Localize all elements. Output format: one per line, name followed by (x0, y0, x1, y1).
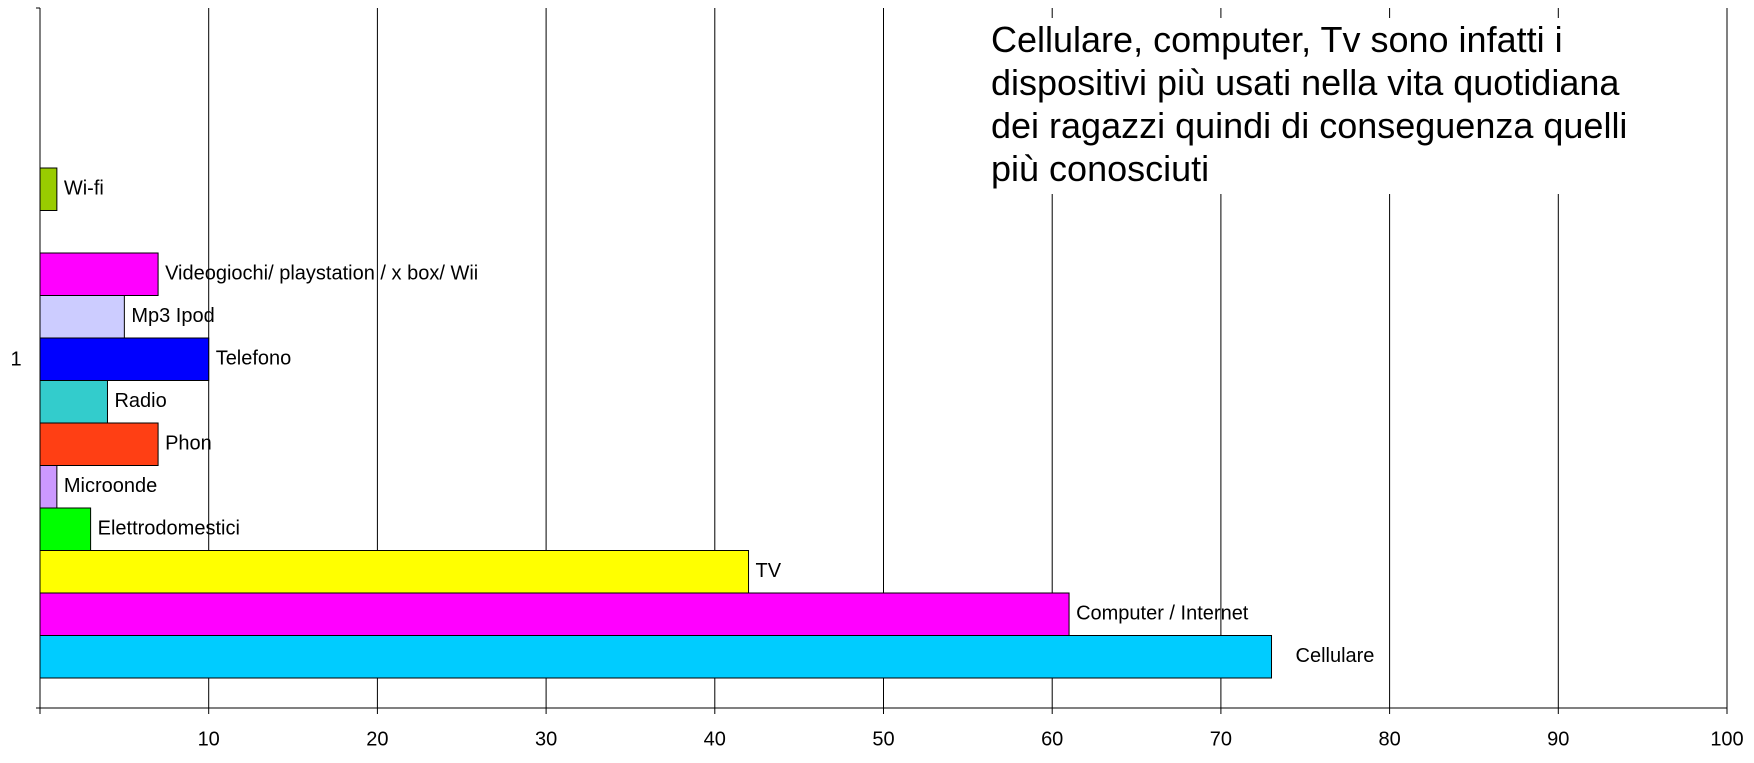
bar-label: Radio (114, 390, 166, 412)
bar-label: Elettrodomestici (98, 518, 240, 540)
bar (39, 507, 92, 551)
bar-label: Videogiochi/ playstation / x box/ Wii (165, 263, 478, 285)
x-tick-label: 80 (1378, 728, 1400, 750)
bar-label: Microonde (64, 475, 157, 497)
x-tick-label: 70 (1210, 728, 1232, 750)
bar (39, 635, 1273, 679)
bar (39, 337, 210, 381)
x-tick-label: 10 (198, 728, 220, 750)
bar (39, 252, 159, 296)
bar-label: TV (756, 560, 782, 582)
bar (39, 167, 58, 211)
x-tick-label: 90 (1547, 728, 1569, 750)
bar-label: Mp3 Ipod (131, 305, 214, 327)
annotation: Cellulare, computer, Tv sono infatti i d… (985, 18, 1657, 194)
bar (39, 592, 1070, 636)
x-tick-label: 20 (366, 728, 388, 750)
y-tick-label: 1 (10, 348, 21, 370)
bar (39, 295, 125, 339)
bar (39, 550, 750, 594)
x-tick-label: 40 (704, 728, 726, 750)
bar-label: Computer / Internet (1076, 603, 1249, 625)
bar-label: Wi-fi (64, 178, 104, 200)
bar-label: Telefono (216, 348, 292, 370)
bar (39, 380, 108, 424)
x-tick-label: 50 (872, 728, 894, 750)
x-tick-label: 30 (535, 728, 557, 750)
x-tick-label: 100 (1710, 728, 1743, 750)
bar-label: Cellulare (1296, 645, 1375, 667)
bar (39, 422, 159, 466)
x-tick-label: 60 (1041, 728, 1063, 750)
bar-label: Phon (165, 433, 212, 455)
bar (39, 465, 58, 509)
